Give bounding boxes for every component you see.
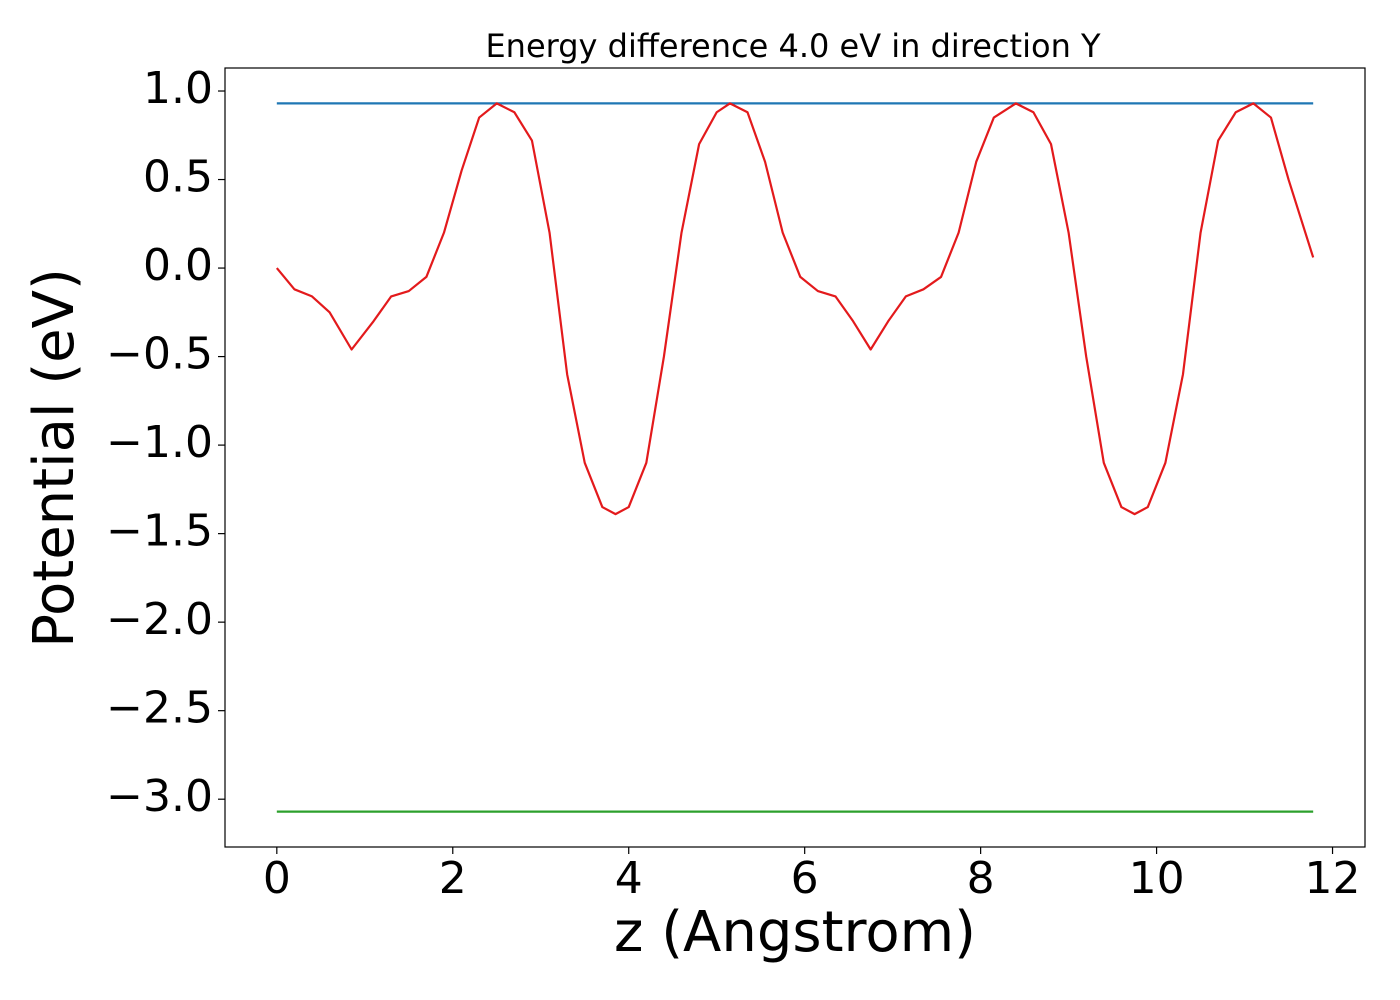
x-tick-label: 8 [967,853,995,904]
y-tick-label: −2.0 [106,594,213,645]
y-tick-label: −0.5 [106,329,213,380]
y-tick-label: −2.5 [106,683,213,734]
x-tick-label: 2 [439,853,467,904]
chart-title: Energy difference 4.0 eV in direction Y [485,27,1101,65]
x-tick-label: 6 [791,853,819,904]
x-tick-label: 4 [615,853,643,904]
y-tick-label: 1.0 [143,63,213,114]
x-tick-label: 0 [263,853,291,904]
x-tick-label: 12 [1305,853,1361,904]
y-tick-label: −1.0 [106,417,213,468]
y-tick-label: 0.5 [143,152,213,203]
y-tick-label: −3.0 [106,771,213,822]
x-tick-label: 10 [1129,853,1185,904]
plot-frame [224,67,1366,848]
data-line [275,102,1315,516]
y-axis-label: Potential (eV) [22,268,87,648]
y-tick-label: −1.5 [106,506,213,557]
x-axis-label: z (Angstrom) [614,900,976,965]
y-tick-label: 0.0 [143,240,213,291]
